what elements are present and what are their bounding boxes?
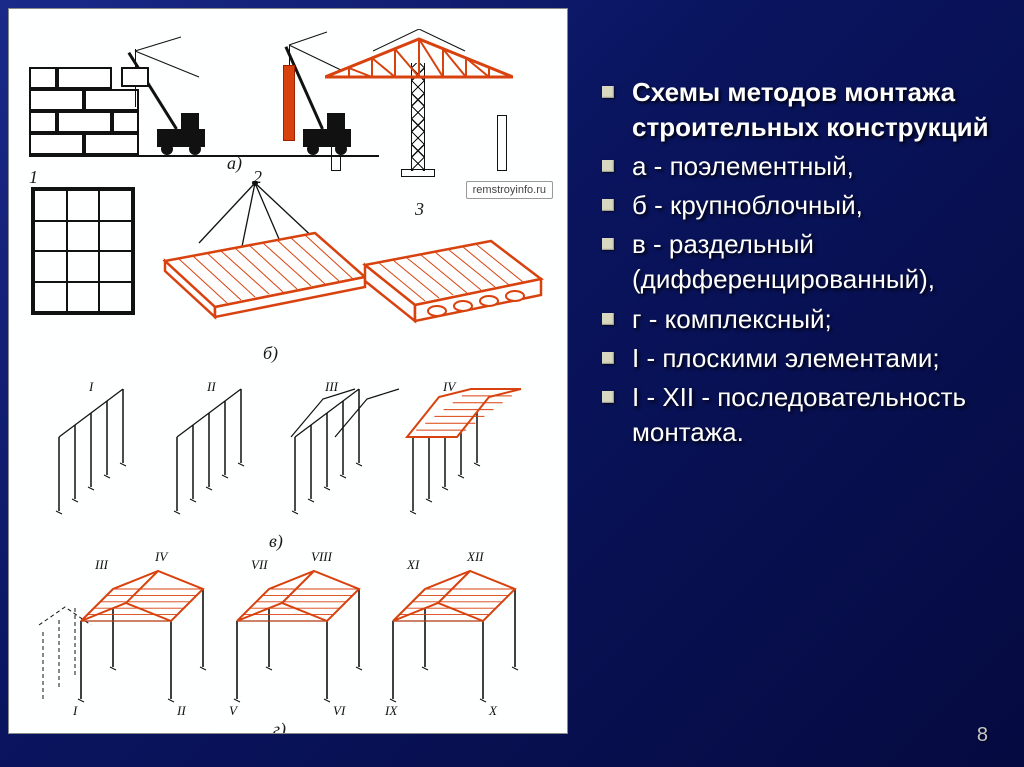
svg-text:II: II bbox=[176, 703, 186, 718]
diagram-panel: remstroyinfo.ru bbox=[8, 8, 568, 734]
svg-text:IX: IX bbox=[384, 703, 398, 718]
bullet-list: Схемы методов монтажа строительных конст… bbox=[598, 75, 1014, 450]
svg-text:I: I bbox=[72, 703, 78, 718]
slide: remstroyinfo.ru bbox=[0, 0, 1024, 767]
svg-text:I: I bbox=[88, 379, 94, 394]
text-panel: Схемы методов монтажа строительных конст… bbox=[568, 0, 1024, 767]
svg-text:VIII: VIII bbox=[311, 549, 333, 564]
bullet-item: г - комплексный; bbox=[598, 302, 1014, 337]
svg-text:X: X bbox=[488, 703, 498, 718]
label-g: г) bbox=[273, 719, 286, 734]
section-g: IIIIVIIIVIIVIIIVVIXIXIIIXX bbox=[35, 549, 547, 724]
svg-text:II: II bbox=[206, 379, 216, 394]
svg-text:VII: VII bbox=[251, 557, 268, 572]
section-a bbox=[29, 19, 549, 169]
slab-2 bbox=[151, 181, 371, 321]
section-b: 1 2 3 bbox=[31, 181, 541, 351]
bullet-item: в - раздельный (дифференцированный), bbox=[598, 227, 1014, 297]
svg-text:III: III bbox=[94, 557, 109, 572]
svg-text:XI: XI bbox=[406, 557, 420, 572]
section-v: IIIIIIIV bbox=[39, 361, 539, 541]
bullet-item: б - крупноблочный, bbox=[598, 188, 1014, 223]
svg-text:VI: VI bbox=[333, 703, 346, 718]
svg-text:XII: XII bbox=[466, 549, 484, 564]
svg-text:V: V bbox=[229, 703, 239, 718]
svg-text:IV: IV bbox=[442, 379, 457, 394]
bullet-item: Схемы методов монтажа строительных конст… bbox=[598, 75, 1014, 145]
svg-text:IV: IV bbox=[154, 549, 169, 564]
page-number: 8 bbox=[977, 724, 988, 747]
bullet-item: а - поэлементный, bbox=[598, 149, 1014, 184]
bullet-item: I - XII - последовательность монтажа. bbox=[598, 380, 1014, 450]
flat-panel bbox=[31, 187, 135, 315]
svg-text:III: III bbox=[324, 379, 339, 394]
slab-3 bbox=[357, 221, 547, 331]
tower-crane bbox=[329, 27, 509, 177]
label-a: а) bbox=[227, 153, 242, 174]
bullet-item: I - плоскими элементами; bbox=[598, 341, 1014, 376]
